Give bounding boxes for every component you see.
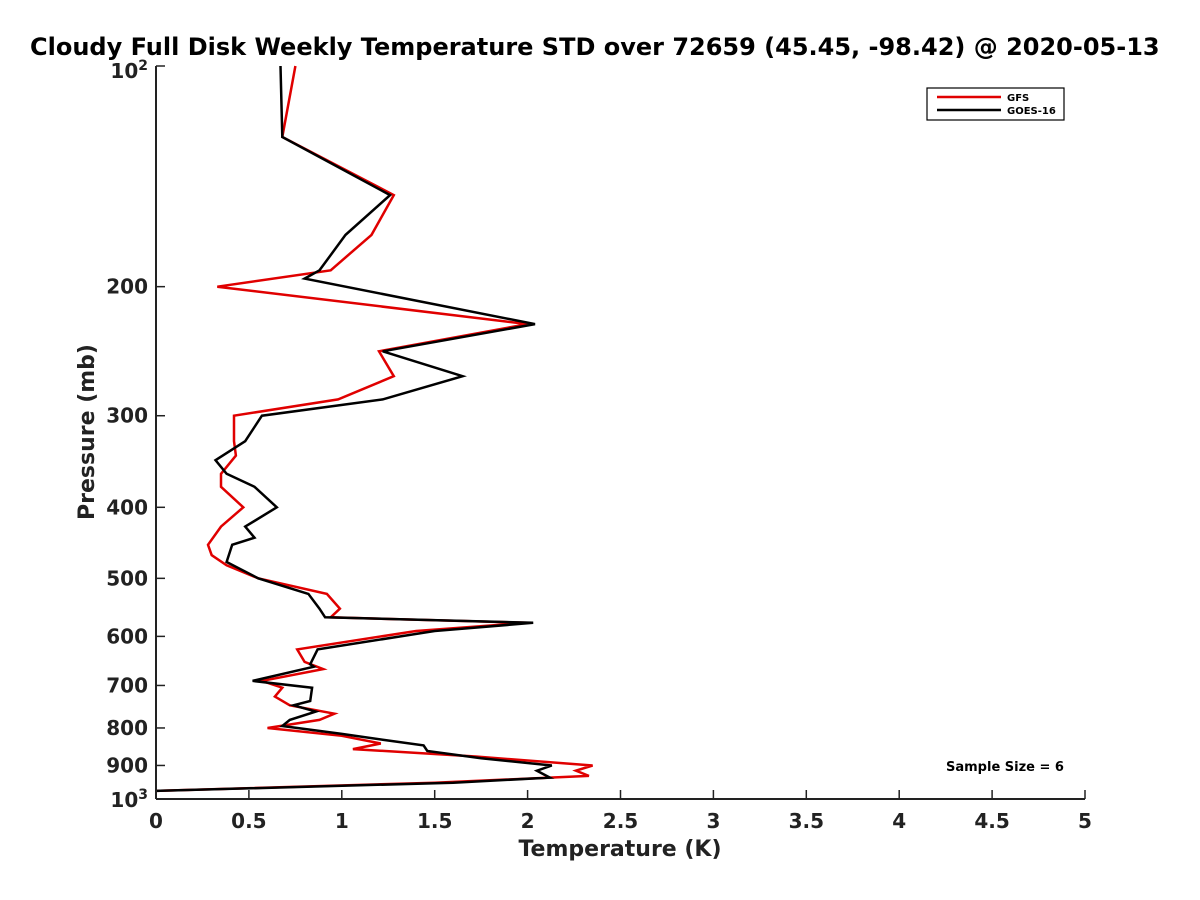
y-tick-label: 800 <box>106 716 148 740</box>
x-tick-label: 0 <box>149 809 163 833</box>
plot-area <box>156 66 1085 799</box>
y-tick-label: 200 <box>106 275 148 299</box>
x-tick-label: 2 <box>521 809 535 833</box>
y-tick-label: 500 <box>106 566 148 590</box>
x-ticks: 0 0.5 1 1.5 2 2.5 3 3.5 4 4.5 5 <box>149 790 1092 833</box>
series-line-goes16 <box>155 65 555 793</box>
x-tick-label: 1.5 <box>417 809 452 833</box>
x-tick-label: 3 <box>706 809 720 833</box>
legend-box <box>926 87 1065 121</box>
x-axis-label: Temperature (K) <box>518 837 721 862</box>
y-tick-label: 700 <box>106 673 148 697</box>
y-tick-label: 400 <box>106 495 148 519</box>
legend-label-gfs: GFS <box>1007 93 1029 104</box>
series-line-gfs <box>155 65 593 793</box>
x-tick-label: 4.5 <box>974 809 1009 833</box>
series-layer <box>155 65 593 793</box>
x-tick-label: 0.5 <box>231 809 266 833</box>
sample-size-annotation: Sample Size = 6 <box>946 760 1064 775</box>
y-tick-label: 300 <box>106 404 148 428</box>
legend-label-goes16: GOES-16 <box>1007 106 1056 117</box>
y-ticks: 102 200 300 400 500 600 700 800 900 103 <box>106 58 165 812</box>
y-tick-label: 600 <box>106 624 148 648</box>
legend: GFS GOES-16 <box>926 87 1065 121</box>
x-tick-label: 5 <box>1078 809 1092 833</box>
chart-title: Cloudy Full Disk Weekly Temperature STD … <box>30 33 1160 61</box>
x-tick-label: 1 <box>335 809 349 833</box>
y-tick-label: 900 <box>106 753 148 777</box>
y-axis-label: Pressure (mb) <box>75 344 100 520</box>
x-tick-label: 3.5 <box>789 809 824 833</box>
x-tick-label: 4 <box>892 809 906 833</box>
x-tick-label: 2.5 <box>603 809 638 833</box>
y-tick-label: 103 <box>110 787 148 812</box>
y-tick-label: 102 <box>110 58 148 83</box>
